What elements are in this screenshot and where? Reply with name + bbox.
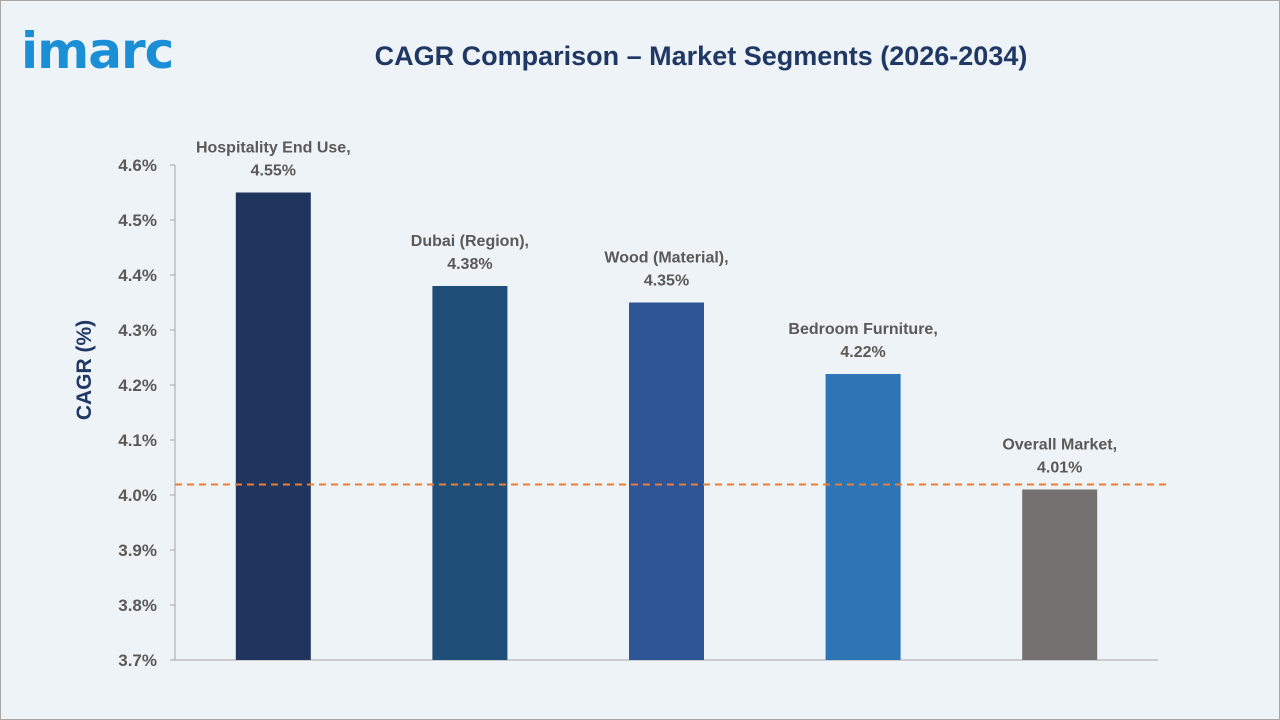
y-tick-label: 4.4% bbox=[118, 266, 157, 285]
y-tick-label: 4.5% bbox=[118, 211, 157, 230]
data-label-value: 4.22% bbox=[840, 344, 885, 361]
chart-title: CAGR Comparison – Market Segments (2026-… bbox=[374, 41, 1028, 71]
y-tick-label: 3.8% bbox=[118, 596, 157, 615]
y-tick-label: 3.9% bbox=[118, 541, 157, 560]
imarc-logo: imarc bbox=[21, 22, 174, 80]
data-label-value: 4.01% bbox=[1037, 460, 1082, 477]
data-label-value: 4.35% bbox=[644, 273, 689, 290]
data-label-value: 4.38% bbox=[447, 256, 492, 273]
data-label-value: 4.55% bbox=[251, 163, 296, 180]
y-tick-label: 4.3% bbox=[118, 321, 157, 340]
data-label-name: Hospitality End Use, bbox=[196, 140, 351, 157]
y-tick-label: 4.6% bbox=[118, 156, 157, 175]
data-label-name: Dubai (Region), bbox=[411, 233, 529, 250]
bar bbox=[1022, 489, 1098, 660]
y-tick-label: 4.0% bbox=[118, 486, 157, 505]
y-tick-label: 4.1% bbox=[118, 431, 157, 450]
data-label-name: Bedroom Furniture, bbox=[788, 321, 937, 338]
bar bbox=[432, 286, 508, 660]
bar bbox=[235, 192, 311, 660]
y-tick-label: 3.7% bbox=[118, 651, 157, 670]
bar bbox=[629, 302, 704, 660]
data-label-name: Wood (Material), bbox=[604, 250, 728, 267]
y-axis-title: CAGR (%) bbox=[73, 320, 96, 420]
y-tick-label: 4.2% bbox=[118, 376, 157, 395]
bar bbox=[825, 374, 901, 660]
data-label-name: Overall Market, bbox=[1002, 437, 1117, 454]
